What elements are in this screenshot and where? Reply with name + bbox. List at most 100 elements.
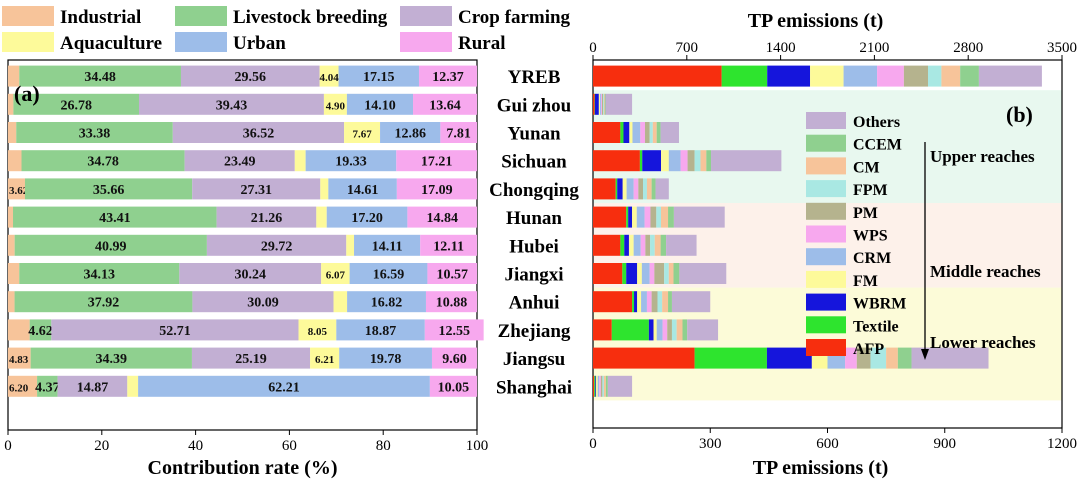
bar-b-shanghai-ccem <box>605 375 608 397</box>
legend-a-label-aquaculture: Aquaculture <box>60 33 162 54</box>
legend-a-label-livestock-breeding: Livestock breeding <box>233 7 388 28</box>
row-label-yunan: Yunan <box>507 124 561 145</box>
bar-b-yunan-ccem <box>656 122 661 143</box>
legend-a-swatch-aquaculture <box>2 32 54 52</box>
bar-b-yreb-afp <box>593 65 722 87</box>
legend-a-label-rural: Rural <box>458 33 506 54</box>
bar-b-shanghai-wps <box>599 375 601 397</box>
bar-b-hubei-textile <box>620 234 625 256</box>
bar-yreb-urban <box>338 65 419 87</box>
bar-yreb-rural <box>418 65 477 87</box>
bar-b-sichuan-fpm <box>694 150 701 172</box>
bar-b-shanghai-crm <box>597 375 600 397</box>
bar-hubei-aquaculture <box>346 234 355 256</box>
bar-hunan-rural <box>407 206 477 228</box>
bar-b-chongqing-others <box>655 178 669 200</box>
region-label-lower-reaches: Lower reaches <box>930 333 1036 352</box>
bar-hubei-industrial <box>8 234 15 256</box>
row-label-shanghai: Shanghai <box>496 377 572 398</box>
data-label-gui-zhou-crop-farming: 39.43 <box>216 98 248 113</box>
bar-b-sichuan-wps <box>680 150 688 172</box>
bar-hunan-urban <box>326 206 408 228</box>
bar-sichuan-urban <box>305 150 397 172</box>
legend-b-swatch-fpm <box>806 180 846 198</box>
bar-gui-zhou-livestock-breeding <box>13 93 139 115</box>
bar-b-jiangxi-fm <box>637 263 642 284</box>
bar-sichuan-aquaculture <box>294 150 306 172</box>
data-label-anhui-rural: 10.88 <box>436 296 468 311</box>
top-tick-label-b: 0 <box>589 40 597 56</box>
bar-b-yunan-pm <box>644 122 650 143</box>
bar-jiangsu-crop-farming <box>191 347 311 369</box>
bar-b-gui-zhou-cm <box>603 93 605 115</box>
legend-a-label-industrial: Industrial <box>60 7 141 28</box>
bar-b-jiangsu-fpm <box>870 347 887 369</box>
top-tick-label-b: 1400 <box>766 40 796 56</box>
bar-b-hubei-afp <box>593 234 621 256</box>
bar-b-yreb-cm <box>941 65 961 87</box>
data-label-jiangsu-livestock-breeding: 34.39 <box>96 352 128 367</box>
bar-chongqing-livestock-breeding <box>24 178 193 200</box>
bar-jiangxi-aquaculture <box>321 263 350 284</box>
bar-yunan-aquaculture <box>344 122 381 143</box>
data-label-chongqing-crop-farming: 27.31 <box>241 183 273 198</box>
bar-b-sichuan-others <box>711 150 782 172</box>
bar-jiangxi-industrial <box>8 263 20 284</box>
data-label-shanghai-crop-farming: 14.87 <box>77 380 109 395</box>
data-label-jiangsu-crop-farming: 25.19 <box>235 352 267 367</box>
row-label-sichuan: Sichuan <box>501 152 567 173</box>
bar-b-jiangsu-ccem <box>897 347 912 369</box>
bar-b-jiangxi-others <box>679 263 727 284</box>
bar-gui-zhou-crop-farming <box>138 93 324 115</box>
bar-b-jiangsu-others <box>911 347 989 369</box>
data-label-gui-zhou-rural: 13.64 <box>429 98 461 113</box>
data-label-anhui-crop-farming: 30.09 <box>247 296 279 311</box>
data-label-yunan-aquaculture: 7.67 <box>352 129 372 141</box>
data-label-shanghai-livestock-breeding: 4.37 <box>35 380 60 395</box>
bar-hubei-urban <box>354 234 421 256</box>
bar-gui-zhou-rural <box>413 93 477 115</box>
bar-b-yreb-wps <box>877 65 904 87</box>
bar-sichuan-crop-farming <box>184 150 295 172</box>
bar-b-jiangxi-crm <box>641 263 650 284</box>
data-label-hunan-urban: 17.20 <box>351 211 383 226</box>
legend-b-swatch-wps <box>806 225 846 243</box>
bar-b-shanghai-others <box>607 375 633 397</box>
panel-b: 0 700 1400 2100 2800 3500 TP emissions (t) 0 300… <box>589 10 1077 479</box>
row-label-hunan: Hunan <box>506 208 562 229</box>
bar-sichuan-industrial <box>8 150 22 172</box>
bar-chongqing-aquaculture <box>320 178 329 200</box>
bar-b-jiangxi-cm <box>668 263 674 284</box>
bar-b-yunan-wbrm <box>623 122 630 143</box>
bar-b-hubei-fpm <box>650 234 655 256</box>
bar-b-hunan-afp <box>593 206 627 228</box>
bar-b-yreb-wbrm <box>767 65 811 87</box>
legend-b-swatch-crm <box>806 248 846 266</box>
bar-b-zhejiang-fm <box>653 319 657 341</box>
bar-chongqing-rural <box>396 178 477 200</box>
row-labels: YREB Gui zhou Yunan Sichuan Chongqing Hunan Hu… <box>489 67 579 398</box>
bar-anhui-aquaculture <box>333 291 348 313</box>
bar-b-jiangsu-wbrm <box>766 347 812 369</box>
bar-b-anhui-others <box>671 291 711 313</box>
bar-b-zhejiang-afp <box>593 319 612 341</box>
legend-b-swatch-afp <box>806 339 846 356</box>
bar-anhui-crop-farming <box>192 291 334 313</box>
legend-b-label-afp: AFP <box>853 341 884 358</box>
legend-a: Industrial Livestock breeding Crop farming… <box>2 6 571 54</box>
bar-jiangxi-livestock-breeding <box>19 263 180 284</box>
bar-anhui-livestock-breeding <box>14 291 193 313</box>
data-label-hubei-livestock-breeding: 40.99 <box>95 239 127 254</box>
x-tick-label-b: 300 <box>699 436 722 452</box>
bar-b-hubei-wps <box>640 234 646 256</box>
bar-b-yunan-wps <box>640 122 645 143</box>
bar-b-jiangxi-pm <box>654 263 665 284</box>
bar-hubei-livestock-breeding <box>14 234 207 256</box>
bar-zhejiang-crop-farming <box>51 319 299 341</box>
top-tick-label-b: 700 <box>676 40 699 56</box>
x-tick-label-b: 1200 <box>1047 436 1077 452</box>
bar-b-sichuan-textile <box>639 150 643 172</box>
bar-shanghai-aquaculture <box>127 375 139 397</box>
legend-b: Others CCEM CM FPM PM WPS CRM FM WBRM Textile AFP <box>806 112 906 358</box>
bar-b-jiangxi-wps <box>649 263 655 284</box>
